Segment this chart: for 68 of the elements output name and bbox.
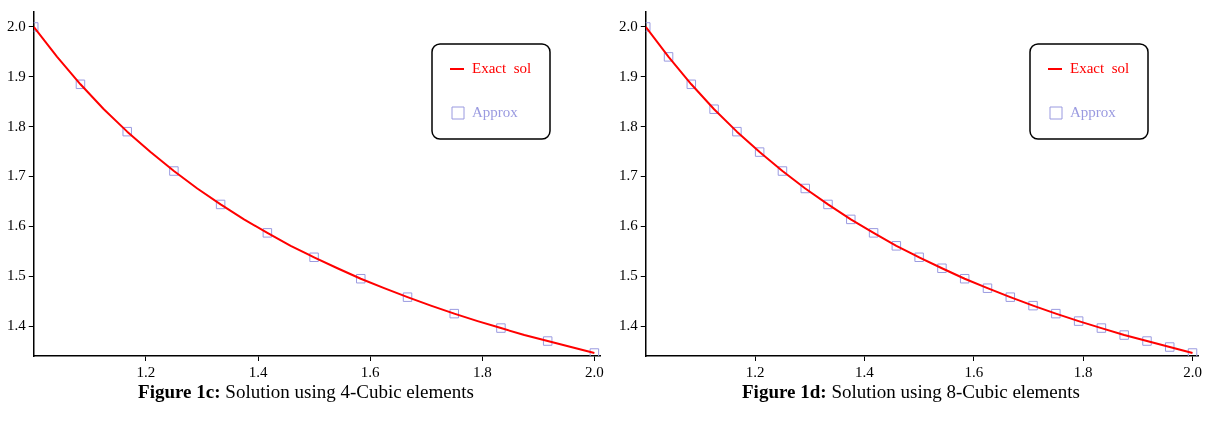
legend-label: Exact sol	[472, 59, 532, 76]
point	[122, 126, 132, 137]
point	[1119, 330, 1129, 340]
legend-label: Approx	[1070, 103, 1117, 120]
point	[937, 263, 947, 273]
legend-label: Exact sol	[1070, 59, 1130, 76]
point	[846, 214, 856, 225]
point	[542, 336, 553, 346]
x-tick-label: 1.4	[855, 363, 875, 380]
y-tick-label: 1.4	[7, 317, 27, 334]
y-tick-label: 1.5	[619, 267, 638, 284]
y-tick-label: 1.4	[619, 317, 639, 334]
y-tick-label: 1.8	[7, 117, 26, 134]
point	[709, 104, 719, 114]
point	[1005, 292, 1016, 302]
point	[1164, 342, 1175, 352]
point	[777, 166, 788, 176]
point	[402, 292, 413, 302]
point	[1051, 308, 1061, 319]
point	[215, 199, 226, 210]
x-tick-label: 1.4	[248, 363, 268, 380]
point	[169, 166, 179, 176]
point	[686, 79, 697, 90]
x-tick-label: 2.0	[585, 363, 604, 380]
point	[891, 241, 902, 251]
point	[1096, 323, 1107, 333]
x-tick-label: 2.0	[1183, 363, 1202, 380]
text: Solution using 4-Cubic elements	[224, 381, 474, 402]
point	[663, 52, 674, 62]
y-tick-label: 1.9	[7, 67, 26, 84]
y-tick-label: 1.7	[619, 167, 639, 184]
x-tick-label: 1.6	[360, 363, 381, 380]
x-tick-label: 1.2	[136, 363, 156, 380]
point	[1073, 316, 1084, 326]
point	[868, 228, 879, 238]
point	[356, 273, 366, 284]
y-tick-label: 2.0	[7, 17, 26, 34]
x-tick-label: 1.8	[1073, 363, 1093, 380]
y-tick-label: 1.6	[7, 217, 27, 234]
point	[1187, 348, 1198, 356]
y-tick-label: 1.8	[619, 117, 638, 134]
legend-label: Approx	[472, 103, 519, 120]
point	[823, 199, 833, 210]
text: Figure 1d:	[742, 381, 827, 402]
y-tick-label: 2.0	[619, 17, 638, 34]
point	[959, 273, 970, 284]
y-tick-label: 1.6	[619, 217, 639, 234]
x-tick-label: 1.2	[745, 363, 765, 380]
text: Figure 1c:	[138, 381, 221, 402]
point	[1142, 336, 1152, 346]
y-tick-label: 1.7	[7, 167, 27, 184]
point	[75, 79, 86, 90]
text: Solution using 8-Cubic elements	[830, 381, 1080, 402]
point	[800, 183, 810, 194]
point	[732, 126, 742, 137]
point	[1028, 300, 1038, 311]
y-tick-label: 1.9	[619, 67, 638, 84]
point	[449, 308, 459, 319]
point	[589, 348, 600, 356]
x-tick-label: 1.6	[964, 363, 984, 380]
point	[309, 252, 319, 263]
y-tick-label: 1.5	[7, 267, 26, 284]
x-tick-label: 1.8	[472, 363, 492, 380]
point	[754, 147, 765, 157]
point	[496, 323, 506, 333]
point	[982, 283, 993, 293]
point	[914, 252, 924, 263]
point	[262, 228, 273, 238]
